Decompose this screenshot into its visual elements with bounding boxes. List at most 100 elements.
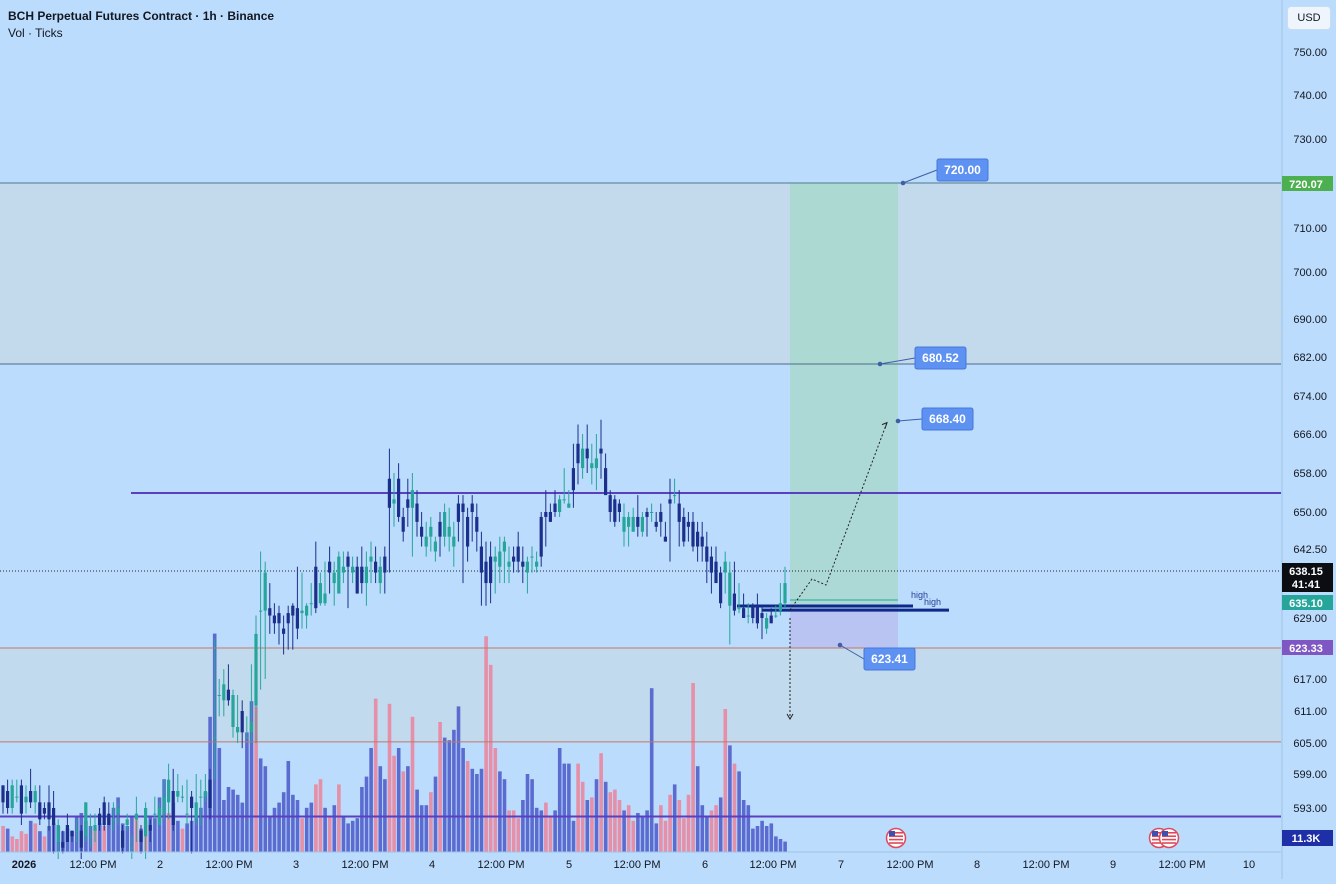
current-price-tag[interactable] [1282,563,1333,592]
candle-body [61,842,65,848]
volume-bar [631,820,636,852]
candle-body [479,546,483,573]
projection-up-path [789,422,888,611]
price-axis[interactable]: 750.00 740.00 730.00 710.00 700.00 690.00 682.… [1281,0,1336,879]
volume-bar [33,823,38,852]
candle-body [751,605,755,618]
candle-body [88,836,92,838]
candle-body [167,779,171,803]
us-event-icon[interactable] [885,827,907,849]
volume-bar [608,792,613,852]
volume-bar [369,748,373,852]
candle-body [245,737,249,739]
volume-bar [709,810,714,852]
candle-body [190,796,194,808]
time-axis[interactable]: 2026 12:00 PM 2 12:00 PM 3 12:00 PM 4 12:00 PM 5… [0,851,1281,871]
volume-bar [636,813,640,852]
volume-bar [686,794,691,852]
candle-body [176,791,180,797]
price-tick-label: 666.00 [1293,429,1327,441]
candle-body [765,618,769,629]
target-720-box[interactable] [936,158,989,182]
price-tick-label: 750.00 [1293,47,1327,59]
candle-body [558,499,562,512]
volume-bar [38,831,42,852]
volume-bar [286,761,291,852]
candle-body [553,503,557,512]
sell-level-tag[interactable] [1282,595,1333,610]
symbol-title[interactable]: BCH Perpetual Futures Contract · 1h · Bi… [8,9,275,23]
volume-bar [525,774,530,852]
volume-bar [378,766,383,852]
volume-bar [254,706,258,852]
volume-bar [355,818,360,852]
candle-body [364,566,368,584]
current-price-text: 41:41 [1292,579,1320,591]
candle-body [535,561,539,567]
time-tick-label: 12:00 PM [69,859,116,871]
volume-bar [732,763,737,852]
time-tick-label: 12:00 PM [205,859,252,871]
volume-bar [185,823,189,852]
candle-body [438,521,442,537]
us-event-icon-stripe [1152,832,1166,834]
volume-bar [567,763,571,852]
volume-bar [332,805,337,852]
candle-body [447,526,451,537]
candle-body [627,516,631,527]
price-tick-label: 740.00 [1293,90,1327,102]
volume-bar [309,802,314,852]
volume-bar [249,701,254,852]
volume-bar [107,818,111,852]
candle-body [475,516,479,532]
band-bottom-tag[interactable] [1282,640,1333,655]
candle-body [102,802,106,825]
time-tick-label: 2 [157,859,163,871]
band-top-tag[interactable] [1282,176,1333,191]
candle-body [263,572,267,611]
candle-body [203,791,207,797]
target-668-leader [897,418,923,422]
candle-body [769,615,773,624]
target-680-box[interactable] [914,346,967,370]
candle-body [525,561,529,573]
candle-body [383,556,387,573]
candle-body [622,516,626,532]
price-tick-label: 700.00 [1293,267,1327,279]
currency-button[interactable]: USD [1287,6,1331,30]
volume-bar [176,820,180,852]
us-event-icon[interactable] [1158,827,1180,849]
volume-bar [640,815,645,852]
candle-body [148,825,152,831]
volume-bar [576,763,580,852]
volume-bar [507,810,511,852]
candle-body [217,695,221,696]
us-event-icon-stripe [1162,838,1176,841]
volume-bar [493,748,498,852]
candle-body [668,499,672,504]
candle-body [33,791,37,803]
candle-body [420,526,424,537]
target-680-label: 680.52 [922,351,959,365]
volume-bar [571,820,576,852]
us-event-icon-stripe [889,838,903,841]
candle-body [498,551,502,567]
target-668-box[interactable] [921,407,974,431]
candle-body [328,561,332,573]
candle-body [433,541,437,552]
stop-623-box[interactable] [863,647,916,671]
volume-bar [774,836,778,852]
indicator-legend[interactable]: Vol · Ticks [8,26,63,40]
candle-body [19,785,23,814]
volume-bar [10,836,15,852]
volume-bar [654,823,659,852]
volume-bar [300,818,304,852]
volume-tag[interactable] [1282,830,1333,846]
candle-body [309,603,313,605]
volume-bar [360,787,364,852]
price-tick-label: 611.00 [1294,706,1327,718]
volume-bar [258,758,263,852]
candle-body [594,458,598,469]
